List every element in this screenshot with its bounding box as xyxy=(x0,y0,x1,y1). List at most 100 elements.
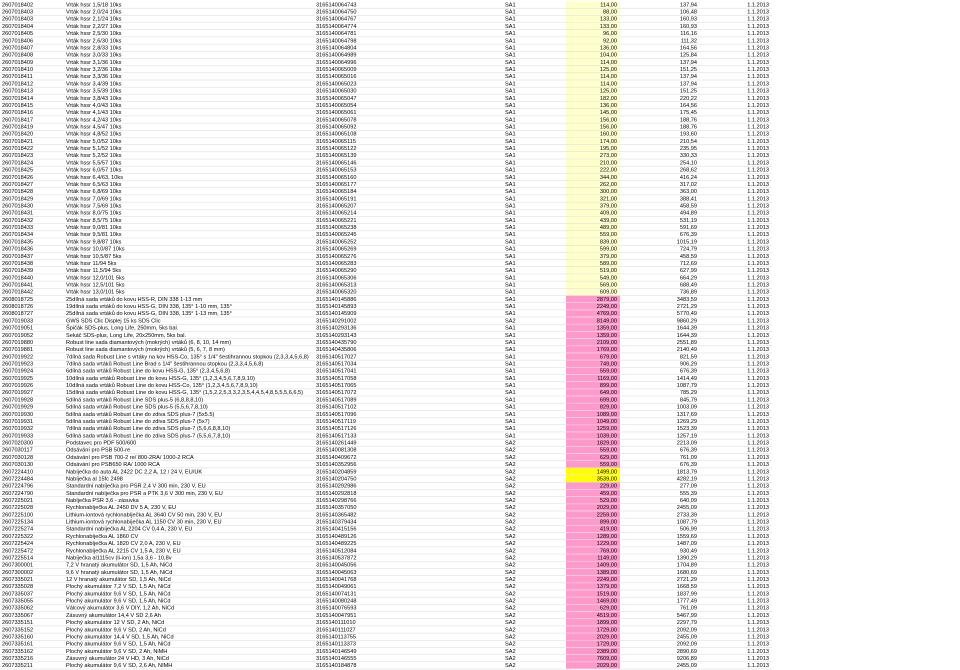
ean-code: 3165140065290 xyxy=(316,268,356,274)
description: Vrták hssr 8,5/75 10ks xyxy=(66,218,122,224)
price-highlight xyxy=(566,554,620,561)
price-with-vat: 151,25 xyxy=(680,89,697,95)
price: 629,00 xyxy=(600,606,617,612)
valid-from: 1.1.2013 xyxy=(747,60,769,66)
description: Vrták hssr 11,5/94 5ks xyxy=(66,268,121,274)
price-highlight xyxy=(566,475,620,482)
price-with-vat: 1668,59 xyxy=(677,584,697,590)
price-with-vat: 1087,79 xyxy=(677,520,697,526)
price-group: SA1 xyxy=(505,67,516,73)
price-group: SA2 xyxy=(505,512,516,518)
ean-code: 3165140065009 xyxy=(316,67,356,73)
ean-code: 3165140517058 xyxy=(316,376,356,382)
valid-from: 1.1.2013 xyxy=(747,642,769,648)
valid-from: 1.1.2013 xyxy=(747,491,769,497)
price: 7609,00 xyxy=(597,656,617,662)
product-code: 2607019051 xyxy=(2,326,33,332)
valid-from: 1.1.2013 xyxy=(747,117,769,123)
price-highlight xyxy=(566,432,620,439)
description: Vrták hssr 6,8/69 10ks xyxy=(66,189,122,195)
product-code: 2607019033 xyxy=(2,318,33,324)
valid-from: 1.1.2013 xyxy=(747,146,769,152)
price-with-vat: 363,00 xyxy=(680,189,697,195)
description: Standardní nabíječka AL 2204 CV 0,4 A, 2… xyxy=(66,527,192,533)
product-code: 2607019922 xyxy=(2,354,33,360)
valid-from: 1.1.2013 xyxy=(747,326,769,332)
price-group: SA1 xyxy=(505,340,516,346)
price-group: SA2 xyxy=(505,455,516,461)
description: Zásuvný akumulátor 24 V HD, 3 Ah, NiCd xyxy=(66,656,169,662)
price-group: SA1 xyxy=(505,110,516,116)
price-highlight xyxy=(566,575,620,583)
product-code: 2607225424 xyxy=(2,541,33,547)
price-highlight xyxy=(566,396,620,403)
ean-code: 3165140047951 xyxy=(316,613,356,619)
description: Lithium-iontová rychlonabíječka AL 3640 … xyxy=(66,512,222,518)
price-group: SA1 xyxy=(505,412,516,418)
product-code: 2607019881 xyxy=(2,347,33,353)
price-group: SA1 xyxy=(505,247,516,253)
price-highlight xyxy=(566,166,620,174)
price-group: SA1 xyxy=(505,146,516,152)
price-with-vat: 2890,69 xyxy=(677,649,697,655)
price-group: SA1 xyxy=(505,53,516,59)
product-code: 2607019925 xyxy=(2,376,33,382)
price-with-vat: 2092,09 xyxy=(677,642,697,648)
price-highlight xyxy=(566,331,620,339)
price-group: SA2 xyxy=(505,505,516,511)
price-group: SA2 xyxy=(505,627,516,633)
description: Vrták hssr 5,0/52 10ks xyxy=(66,139,122,145)
price-group: SA1 xyxy=(505,74,516,80)
valid-from: 1.1.2013 xyxy=(747,476,769,482)
ean-code: 3165140065191 xyxy=(316,196,356,202)
description: Vrták hssr 13,0/101 5ks xyxy=(66,290,125,296)
price-with-vat: 724,79 xyxy=(680,247,697,253)
price-group: SA1 xyxy=(505,89,516,95)
valid-from: 1.1.2013 xyxy=(747,225,769,231)
price-with-vat: 676,39 xyxy=(680,448,697,454)
ean-code: 3165140517126 xyxy=(316,426,356,432)
price: 1729,00 xyxy=(597,627,617,633)
valid-from: 1.1.2013 xyxy=(747,124,769,130)
valid-from: 1.1.2013 xyxy=(747,419,769,425)
price: 182,00 xyxy=(600,96,617,102)
price-with-vat: 2455,09 xyxy=(677,505,697,511)
price: 2109,00 xyxy=(597,340,617,346)
price-highlight xyxy=(566,540,620,547)
description: Odsávání pro PSB 700-2 re/ 800-2RA/ 1000… xyxy=(66,455,194,461)
price-group: SA1 xyxy=(505,232,516,238)
product-code: 2607335211 xyxy=(2,663,33,669)
valid-from: 1.1.2013 xyxy=(747,455,769,461)
ean-code: 3165140489225 xyxy=(316,541,356,547)
ean-code: 3165140517119 xyxy=(316,419,356,425)
description: Vrták hssr 4,8/52 10ks xyxy=(66,132,122,138)
ean-code: 3165140064781 xyxy=(316,31,356,37)
price-group: SA1 xyxy=(505,31,516,37)
price: 195,00 xyxy=(600,146,617,152)
description: Rychlonabíječka AL 2215 CV 1,5 A, 230 V,… xyxy=(66,548,181,554)
product-code: 2607335216 xyxy=(2,656,33,662)
description: Nabíječka do auta AL 2422 DC 2,2 A, 12 /… xyxy=(66,469,202,475)
price-group: SA1 xyxy=(505,17,516,23)
price-group: SA1 xyxy=(505,297,516,303)
valid-from: 1.1.2013 xyxy=(747,656,769,662)
valid-from: 1.1.2013 xyxy=(747,390,769,396)
valid-from: 1.1.2013 xyxy=(747,311,769,317)
price-highlight xyxy=(566,22,620,30)
product-code: 2607335151 xyxy=(2,620,33,626)
product-code: 2607018411 xyxy=(2,74,33,80)
price-group: SA1 xyxy=(505,38,516,44)
description: Vrták hssr 3,1/36 10ks xyxy=(66,60,122,66)
price-highlight xyxy=(566,468,620,475)
ean-code: 3165140517089 xyxy=(316,397,356,403)
description: Vrták hssr 2,1/24 10ks xyxy=(66,17,122,23)
valid-from: 1.1.2013 xyxy=(747,383,769,389)
ean-code: 3165140065283 xyxy=(316,261,356,267)
product-code: 2607335021 xyxy=(2,577,33,583)
price: 519,00 xyxy=(600,268,617,274)
price-with-vat: 1487,09 xyxy=(677,541,697,547)
price-group: SA1 xyxy=(505,239,516,245)
price-with-vat: 1777,49 xyxy=(677,599,697,605)
price-with-vat: 5467,99 xyxy=(677,613,697,619)
price-highlight xyxy=(566,568,620,576)
